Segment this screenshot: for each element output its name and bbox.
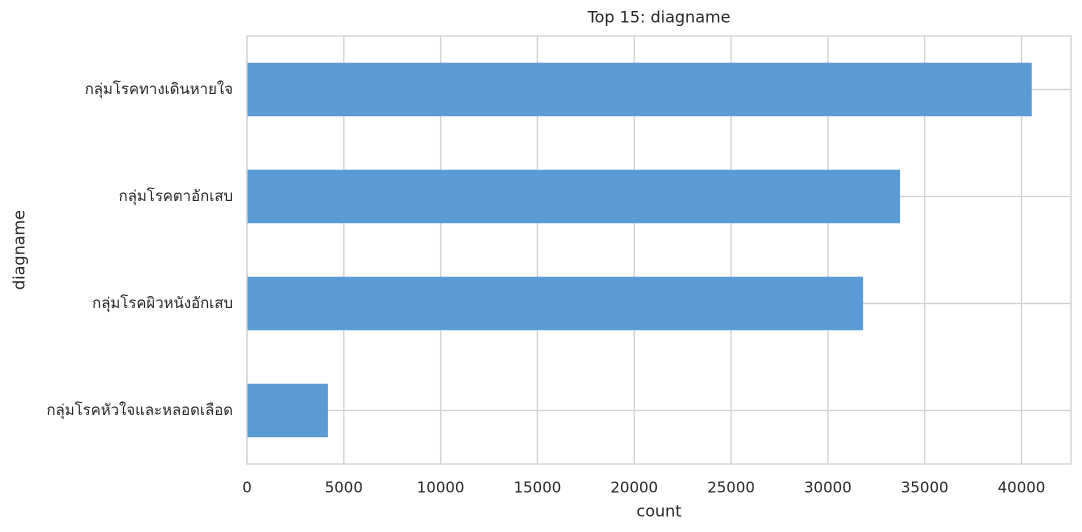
plot-frame bbox=[246, 35, 1072, 465]
x-tick-label: 0 bbox=[242, 479, 252, 497]
bar bbox=[247, 62, 1032, 117]
x-axis-label: count bbox=[636, 502, 681, 521]
x-tick-label: 30000 bbox=[804, 479, 852, 497]
chart-title: Top 15: diagname bbox=[587, 8, 731, 27]
x-tick-label: 20000 bbox=[610, 479, 658, 497]
bar bbox=[247, 169, 901, 224]
bar bbox=[247, 276, 864, 331]
x-tick-label: 15000 bbox=[514, 479, 562, 497]
y-tick-label: กลุ่มโรคตาอักเสบ bbox=[119, 187, 233, 206]
x-tick-label: 5000 bbox=[325, 479, 363, 497]
x-tick-label: 25000 bbox=[707, 479, 755, 497]
y-axis-label: diagname bbox=[10, 210, 29, 290]
x-tick-label: 40000 bbox=[998, 479, 1046, 497]
y-tick-label: กลุ่มโรคทางเดินหายใจ bbox=[85, 80, 233, 99]
x-tick-label: 35000 bbox=[901, 479, 949, 497]
y-tick-label: กลุ่มโรคหัวใจและหลอดเลือด bbox=[46, 401, 233, 420]
y-tick-label: กลุ่มโรคผิวหนังอักเสบ bbox=[92, 294, 233, 313]
x-tick-label: 10000 bbox=[417, 479, 465, 497]
bar bbox=[247, 383, 328, 438]
